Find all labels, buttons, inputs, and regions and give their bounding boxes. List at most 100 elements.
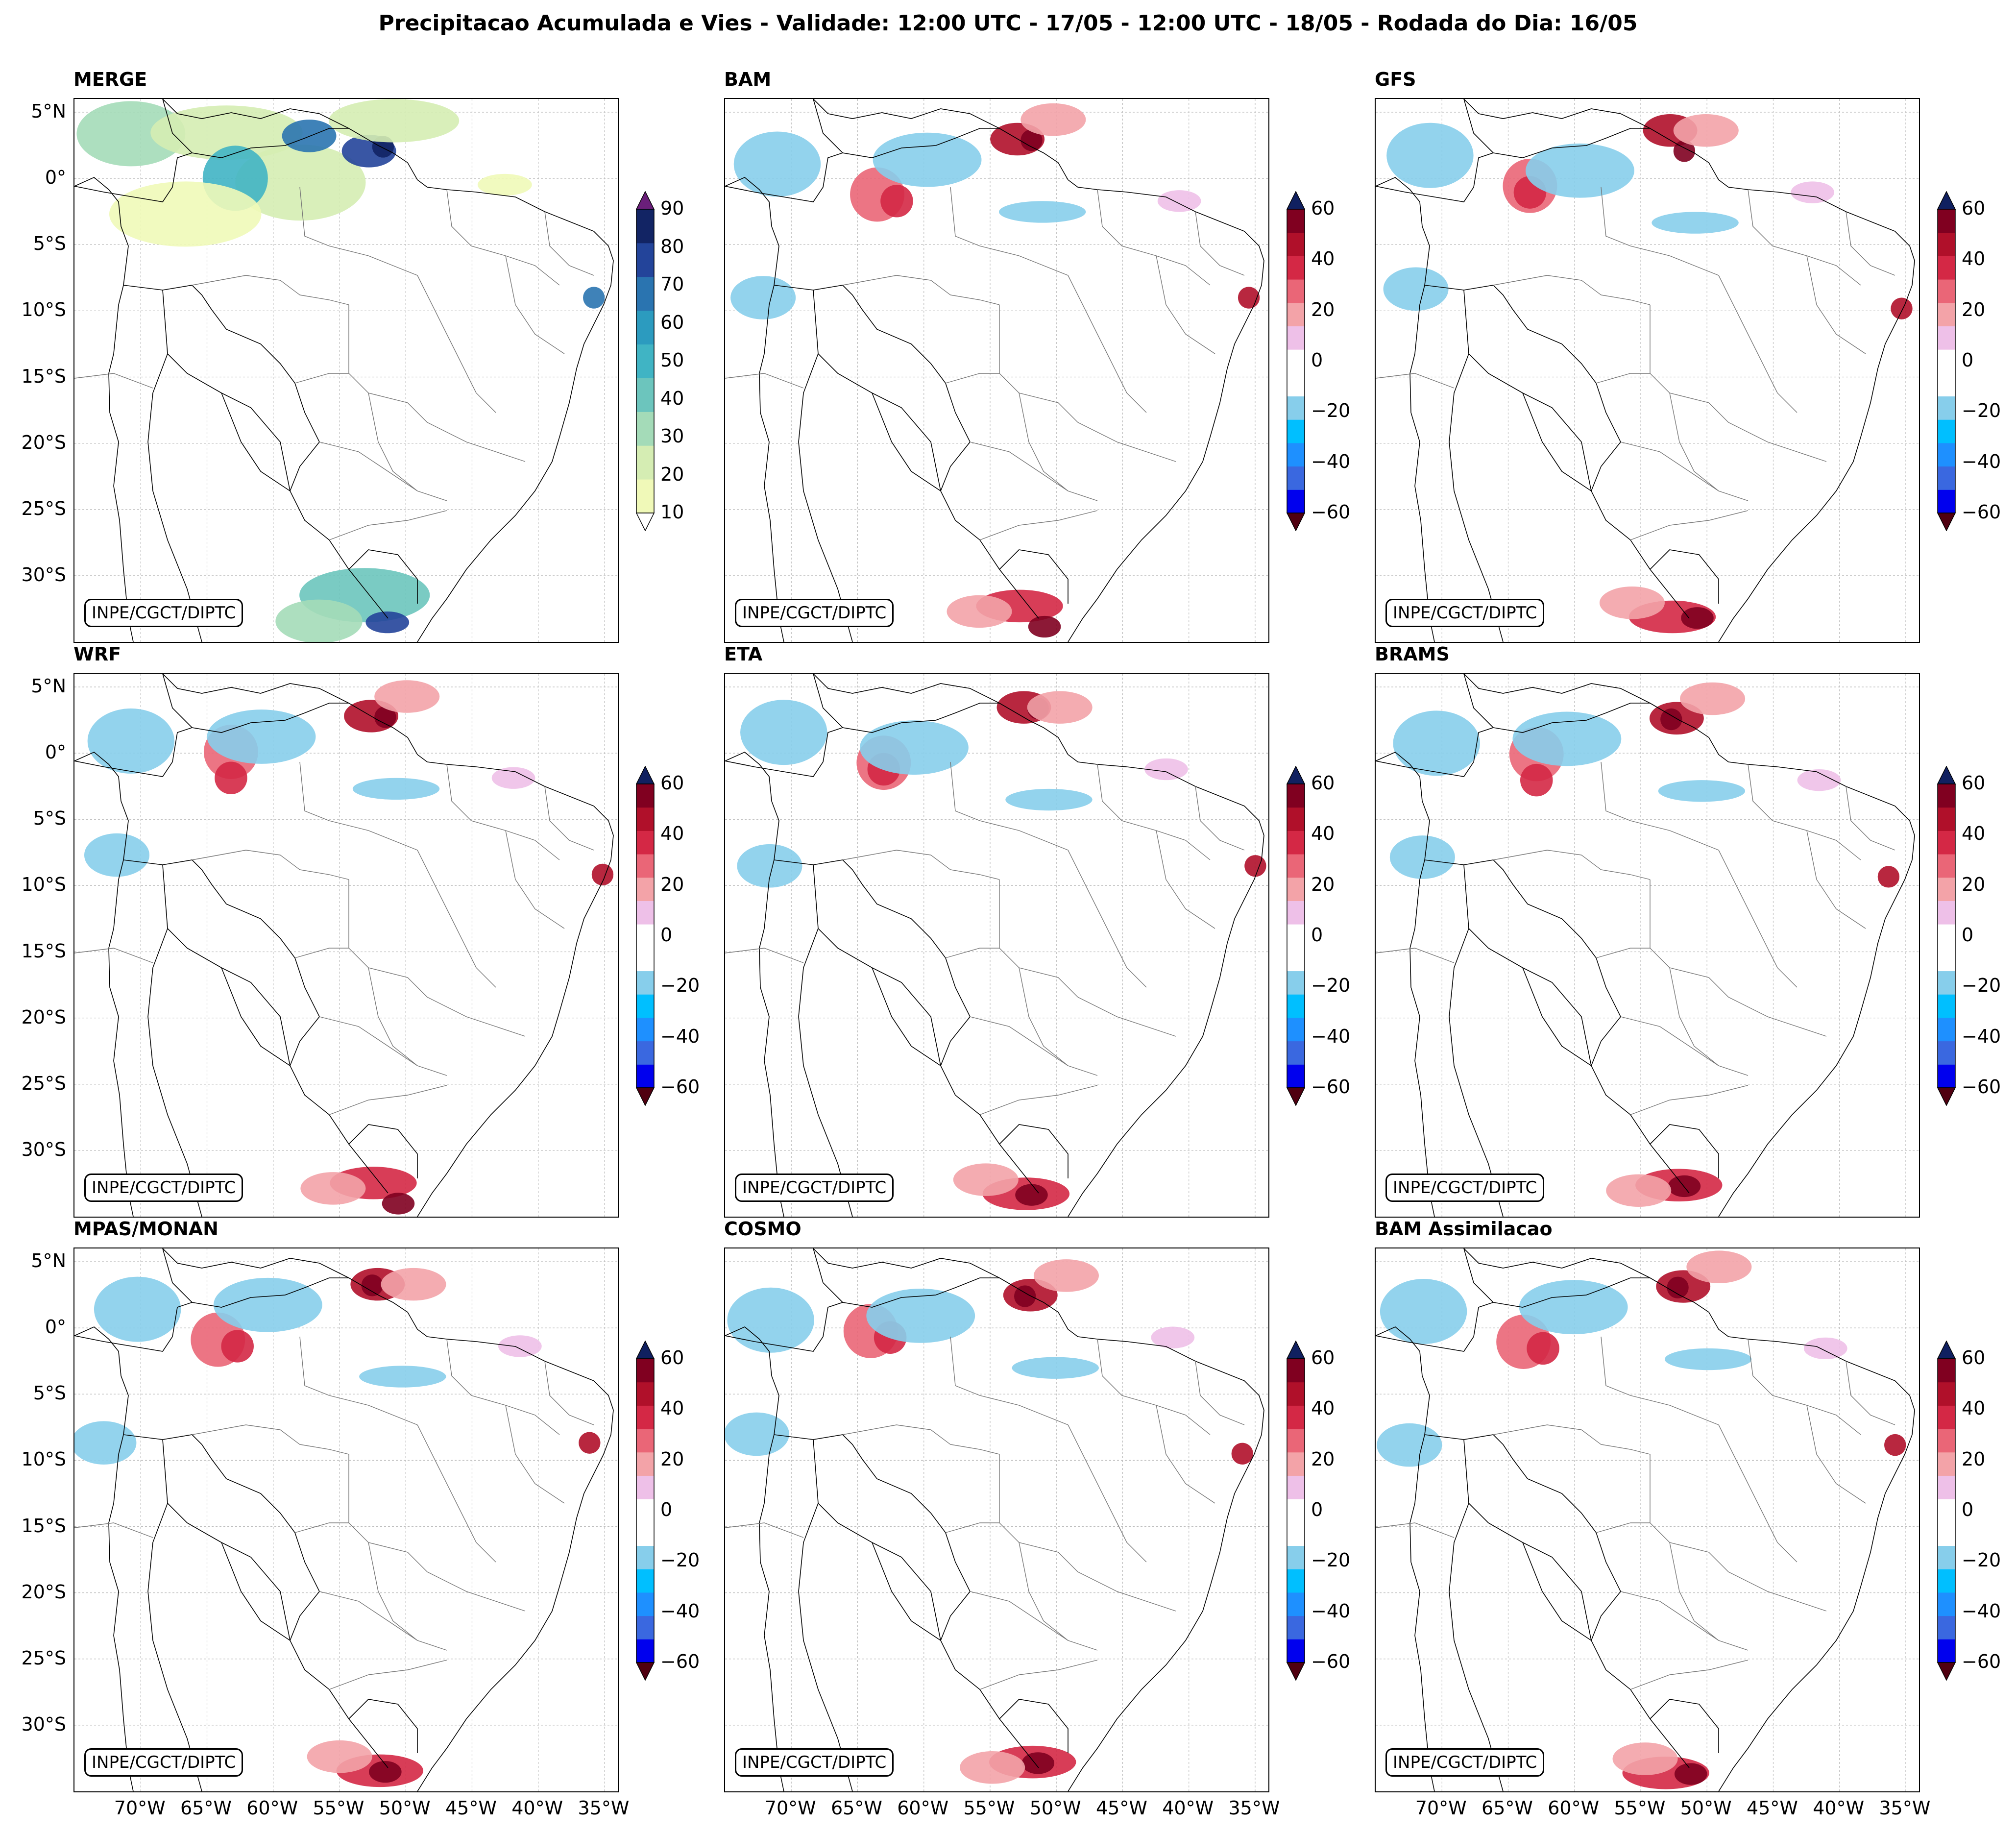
- field-blob: [1393, 710, 1480, 776]
- lon-tick-label: 40°W: [1162, 1797, 1214, 1819]
- border-bolivia: [1463, 290, 1592, 491]
- colorbar-segment: [1938, 1452, 1955, 1476]
- map-canvas: [74, 674, 618, 1217]
- field-blob: [1673, 114, 1739, 147]
- colorbar-segment: [1938, 1429, 1955, 1453]
- colorbar-segment: [636, 243, 654, 277]
- north-coast: [162, 674, 614, 1217]
- field-blobs: [74, 1268, 601, 1787]
- colorbar-segment: [636, 1382, 654, 1406]
- border-uruguay: [348, 1699, 418, 1753]
- lon-tick-label: 55°W: [963, 1797, 1015, 1819]
- colorbar-tick-label: 60: [1311, 772, 1335, 794]
- south-america-coastline: [725, 752, 784, 1217]
- field-blob: [365, 611, 410, 634]
- map-area[interactable]: INPE/CGCT/DIPTC: [724, 673, 1269, 1218]
- border-uruguay: [999, 1699, 1069, 1753]
- map-panel-8: COSMO: [724, 1218, 1350, 1819]
- field-blob: [235, 145, 366, 221]
- border-colombia: [74, 727, 193, 777]
- colorbar-tick-label: 20: [1962, 298, 1986, 320]
- colorbar-tick-label: −60: [1962, 501, 2001, 523]
- map-area[interactable]: INPE/CGCT/DIPTC: [73, 1247, 619, 1792]
- field-blob: [583, 287, 605, 309]
- colorbar-segment: [1287, 1522, 1305, 1546]
- colorbar-segment: [1938, 924, 1955, 948]
- colorbar-tick-label: 80: [660, 235, 684, 257]
- field-blob: [374, 680, 440, 713]
- colorbar-segment: [1938, 1592, 1955, 1616]
- colorbar-segment: [1287, 489, 1305, 514]
- map-area[interactable]: INPE/CGCT/DIPTC: [724, 98, 1269, 643]
- credit-label: INPE/CGCT/DIPTC: [84, 1748, 243, 1777]
- field-blob: [737, 844, 802, 888]
- south-america-coastline: [1376, 752, 1435, 1217]
- field-blob: [374, 706, 396, 728]
- colorbar-tick-label: 60: [660, 772, 684, 794]
- colorbar-over-arrow: [635, 765, 655, 784]
- colorbar: 60 40 20 0 −20 −40 −60: [1286, 765, 1350, 1108]
- colorbar-tick-label: 60: [1962, 1347, 1986, 1369]
- colorbar-tick-label: 20: [660, 463, 684, 485]
- credit-label: INPE/CGCT/DIPTC: [735, 599, 894, 627]
- lat-tick-label: 0°: [45, 741, 66, 763]
- border-brazil-west: [123, 1434, 389, 1768]
- colorbar-segment: [636, 1592, 654, 1616]
- country-borders: [1376, 674, 1915, 1217]
- lon-tick-label: 70°W: [1415, 1797, 1467, 1819]
- border-uruguay: [348, 549, 418, 604]
- field-blob: [381, 1268, 446, 1301]
- colorbar-segment: [636, 947, 654, 972]
- colorbar-tick-label: 0: [660, 924, 673, 946]
- border-argentina: [1449, 353, 1504, 642]
- border-colombia: [725, 727, 843, 777]
- border-brazil-north: [1463, 1248, 1650, 1308]
- map-panel-5: ETA: [724, 643, 1350, 1218]
- colorbar-segment: [636, 1041, 654, 1065]
- border-argentina: [798, 353, 853, 642]
- map-area[interactable]: INPE/CGCT/DIPTC: [73, 98, 619, 643]
- map-area[interactable]: INPE/CGCT/DIPTC: [1375, 1247, 1920, 1792]
- field-blob: [74, 1421, 137, 1465]
- lat-tick-label: 5°N: [31, 1250, 66, 1272]
- colorbar-segment: [1287, 901, 1305, 925]
- colorbar-under-arrow: [635, 1087, 655, 1106]
- colorbar: 60 40 20 0 −20 −40 −60: [635, 765, 700, 1108]
- field-blob: [1389, 835, 1455, 879]
- colorbar-tick-label: 20: [1962, 1448, 1986, 1470]
- field-blob: [477, 173, 532, 196]
- colorbar-segment: [1938, 1522, 1955, 1546]
- colorbar-segment: [1287, 442, 1305, 467]
- field-blob: [1667, 1276, 1689, 1298]
- colorbar-segment: [636, 924, 654, 948]
- field-blob: [1527, 1332, 1559, 1365]
- colorbar-segment: [636, 1499, 654, 1523]
- lat-tick-label: 30°S: [21, 1138, 66, 1160]
- border-brazil-west: [774, 1434, 1039, 1768]
- colorbar-segment: [636, 479, 654, 514]
- colorbar-tick-label: −20: [1962, 1549, 2001, 1571]
- field-blob: [880, 185, 913, 218]
- colorbar-segment: [636, 1615, 654, 1639]
- colorbar-segment: [1938, 279, 1955, 303]
- map-area[interactable]: INPE/CGCT/DIPTC: [724, 1247, 1269, 1792]
- south-america-coastline: [1376, 1326, 1435, 1791]
- panel-title: MPAS/MONAN: [73, 1218, 219, 1240]
- country-borders: [725, 674, 1264, 1217]
- field-blob: [109, 181, 262, 247]
- colorbar-segment: [1287, 1592, 1305, 1616]
- map-area[interactable]: INPE/CGCT/DIPTC: [73, 673, 619, 1218]
- colorbar-under-arrow: [1937, 1087, 1956, 1106]
- colorbar-segment: [1938, 466, 1955, 490]
- colorbar-segment: [1938, 1569, 1955, 1593]
- border-paraguay: [1522, 1542, 1592, 1641]
- map-area[interactable]: INPE/CGCT/DIPTC: [1375, 673, 1920, 1218]
- colorbar-tick-label: 60: [1962, 197, 1986, 219]
- map-area[interactable]: INPE/CGCT/DIPTC: [1375, 98, 1920, 643]
- colorbar-segment: [636, 994, 654, 1018]
- lon-tick-label: 65°W: [831, 1797, 882, 1819]
- colorbar-segment: [1938, 419, 1955, 443]
- colorbar-segment: [636, 1405, 654, 1429]
- lon-tick-label: 35°W: [1879, 1797, 1931, 1819]
- map-panel-1: MERGE: [22, 69, 684, 643]
